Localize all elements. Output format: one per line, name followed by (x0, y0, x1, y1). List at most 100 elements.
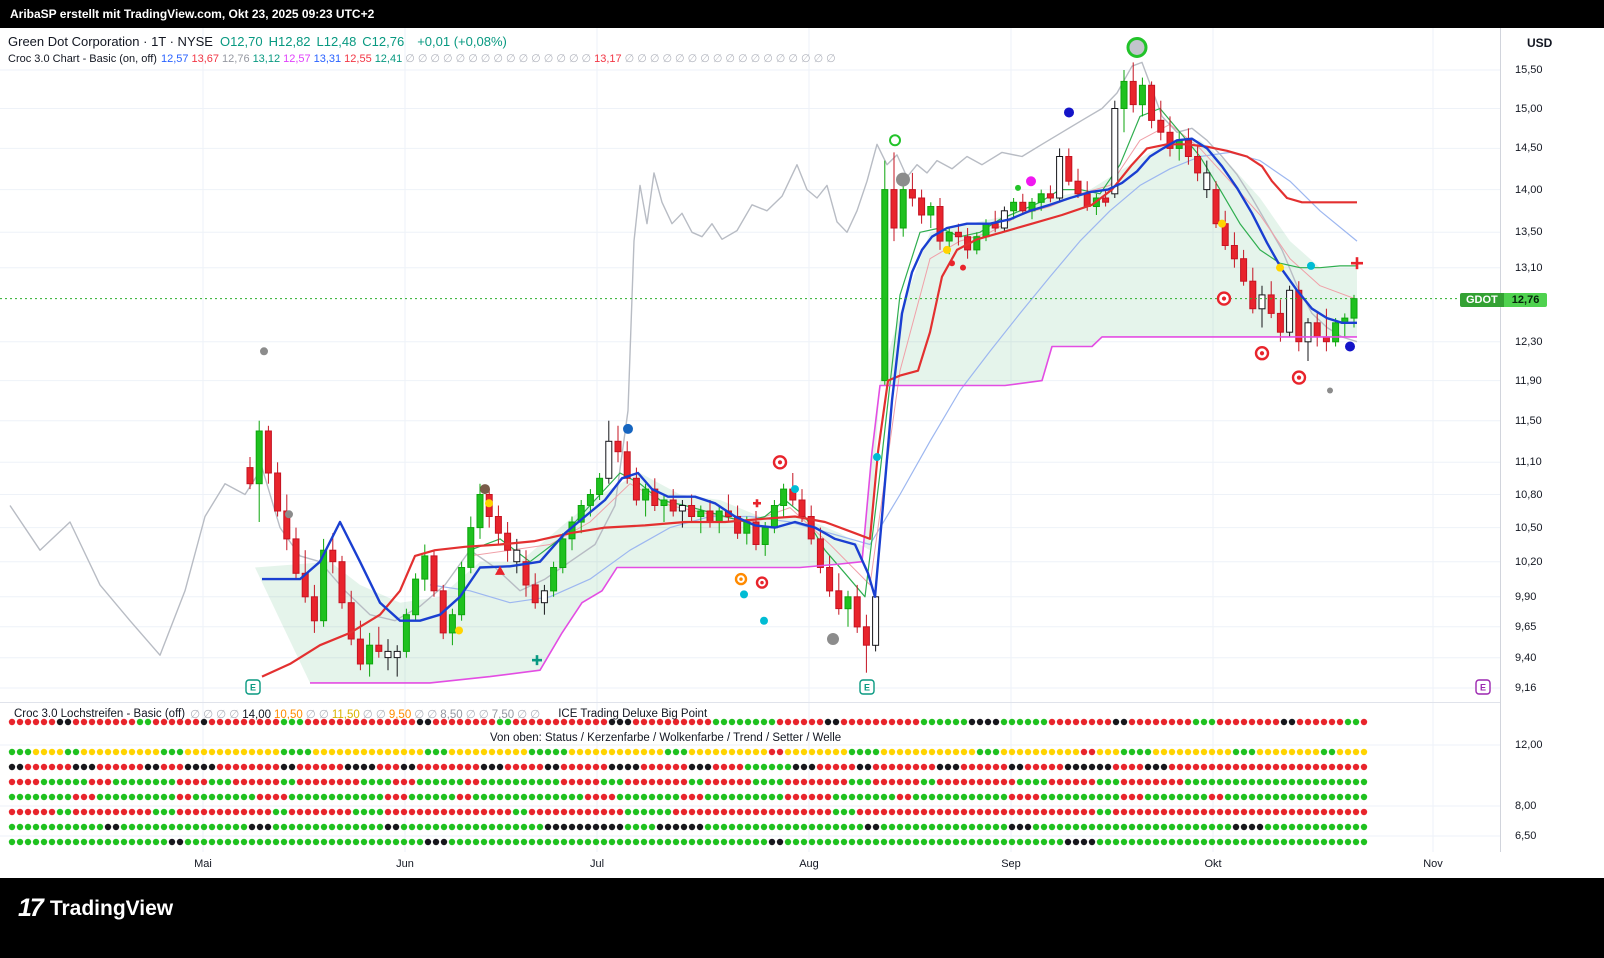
indicator-value: 13,31 (313, 53, 342, 66)
candle (816, 538, 824, 568)
candle (1065, 156, 1073, 182)
croc-lochstreifen-panel[interactable] (0, 702, 1500, 852)
tradingview-logo[interactable]: 17 TradingView (18, 894, 173, 923)
candle (991, 223, 999, 229)
time-axis-label: Mai (194, 858, 212, 870)
candle (412, 578, 420, 616)
candle (862, 626, 870, 646)
price-axis-label: 13,10 (1515, 262, 1543, 274)
empty-value: ∅ (750, 53, 761, 66)
legend-symbol-row: Green Dot Corporation · 1T · NYSE O12,70… (8, 34, 839, 50)
candle (1157, 119, 1165, 133)
candle (274, 472, 282, 512)
candle (798, 499, 806, 517)
candle (1010, 201, 1018, 212)
empty-value: ∅ (813, 53, 824, 66)
indicator-value: 13,67 (191, 53, 220, 66)
candle (715, 510, 723, 523)
price-axis[interactable]: USD 15,50 15,00 14,50 14,00 13,50 13,10 12,30 1… (1500, 28, 1604, 852)
empty-value: ∅ (700, 53, 710, 66)
empty-value: ∅ (662, 53, 673, 66)
price-axis-label: 11,50 (1515, 415, 1542, 427)
signal-dot (827, 633, 839, 646)
candle (614, 440, 622, 453)
candle (264, 430, 272, 474)
dot-row (8, 763, 1368, 771)
ohlc-value: C12,76 (362, 34, 405, 49)
candle (1304, 322, 1312, 343)
candle (1056, 156, 1064, 199)
price-axis-label: 9,90 (1515, 591, 1537, 603)
price-axis-label: 9,65 (1515, 621, 1537, 633)
empty-value: ∅ (405, 53, 415, 66)
lochstreifen-value: ∅ (305, 709, 316, 721)
candle (780, 488, 788, 507)
indicator-value: 12,57 (160, 53, 189, 66)
candle (1267, 294, 1275, 314)
empty-value: ∅ (556, 53, 566, 66)
currency-label[interactable]: USD (1527, 36, 1553, 50)
candle (835, 590, 843, 610)
candle (752, 521, 760, 545)
ohlc-value: L12,48 (316, 34, 357, 49)
candle (770, 505, 778, 529)
candle (669, 499, 677, 512)
time-axis[interactable]: Mai Jun Jul Aug Sep Okt Nov (0, 852, 1604, 878)
candle (550, 567, 558, 592)
candle (973, 236, 981, 251)
candle (605, 440, 613, 479)
indicator-croc-chart-title[interactable]: Croc 3.0 Chart - Basic (on, off) (8, 53, 157, 66)
price-axis-label: 10,50 (1515, 522, 1543, 534)
empty-value: ∅ (505, 53, 516, 66)
time-axis-label: Sep (1001, 858, 1021, 870)
candle (1074, 180, 1082, 195)
lochstreifen-value: ∅ (229, 709, 240, 721)
candle (954, 231, 962, 238)
candle (642, 488, 650, 501)
symbol-title[interactable]: Green Dot Corporation · 1T · NYSE (8, 34, 213, 49)
candle (329, 549, 337, 563)
window-titlebar: AribaSP erstellt mit TradingView.com, Ok… (0, 0, 1604, 28)
candle (908, 189, 916, 199)
candle (632, 477, 640, 501)
price-axis-label: 11,90 (1515, 375, 1542, 387)
candle (660, 499, 668, 506)
lochstreifen-value: ∅ (362, 709, 373, 721)
empty-value: ∅ (543, 53, 554, 66)
dot-row (8, 793, 1368, 801)
candle (356, 638, 364, 665)
indicator-value: 13,17 (594, 53, 622, 66)
signal-dot (760, 616, 768, 625)
signal-big-circle (1126, 36, 1148, 58)
empty-value: ∅ (493, 53, 503, 66)
earnings-marker[interactable]: E (859, 679, 875, 695)
signal-ring (889, 134, 901, 147)
price-axis-label: 14,00 (1515, 184, 1543, 196)
empty-value: ∅ (738, 53, 748, 66)
earnings-marker[interactable]: E (245, 679, 261, 695)
legend-indicator-row: Croc 3.0 Chart - Basic (on, off) 12,57 13… (8, 53, 839, 67)
signal-dot (943, 245, 951, 254)
lochstreifen-value: 11,50 (331, 709, 360, 721)
candle (1037, 193, 1045, 203)
candle (1295, 289, 1303, 343)
candle (1203, 172, 1211, 191)
dot-row (8, 778, 1368, 786)
candle (292, 538, 300, 574)
price-change: +0,01 (+0,08%) (417, 34, 507, 49)
candle (1019, 201, 1027, 212)
signal-dot (480, 484, 490, 495)
candle (375, 644, 383, 652)
earnings-marker[interactable]: E (1475, 679, 1491, 695)
candle (540, 590, 548, 604)
candle (982, 223, 990, 238)
indicator-lochstreifen-title[interactable]: Croc 3.0 Lochstreifen - Basic (off) (14, 708, 186, 720)
indicator-cloud (255, 140, 1357, 683)
candle (402, 614, 410, 652)
signal-dot (1327, 387, 1333, 394)
pane-divider[interactable] (0, 702, 1604, 703)
candle (320, 549, 328, 622)
price-axis-label: 9,40 (1515, 652, 1537, 664)
empty-value: ∅ (775, 53, 786, 66)
